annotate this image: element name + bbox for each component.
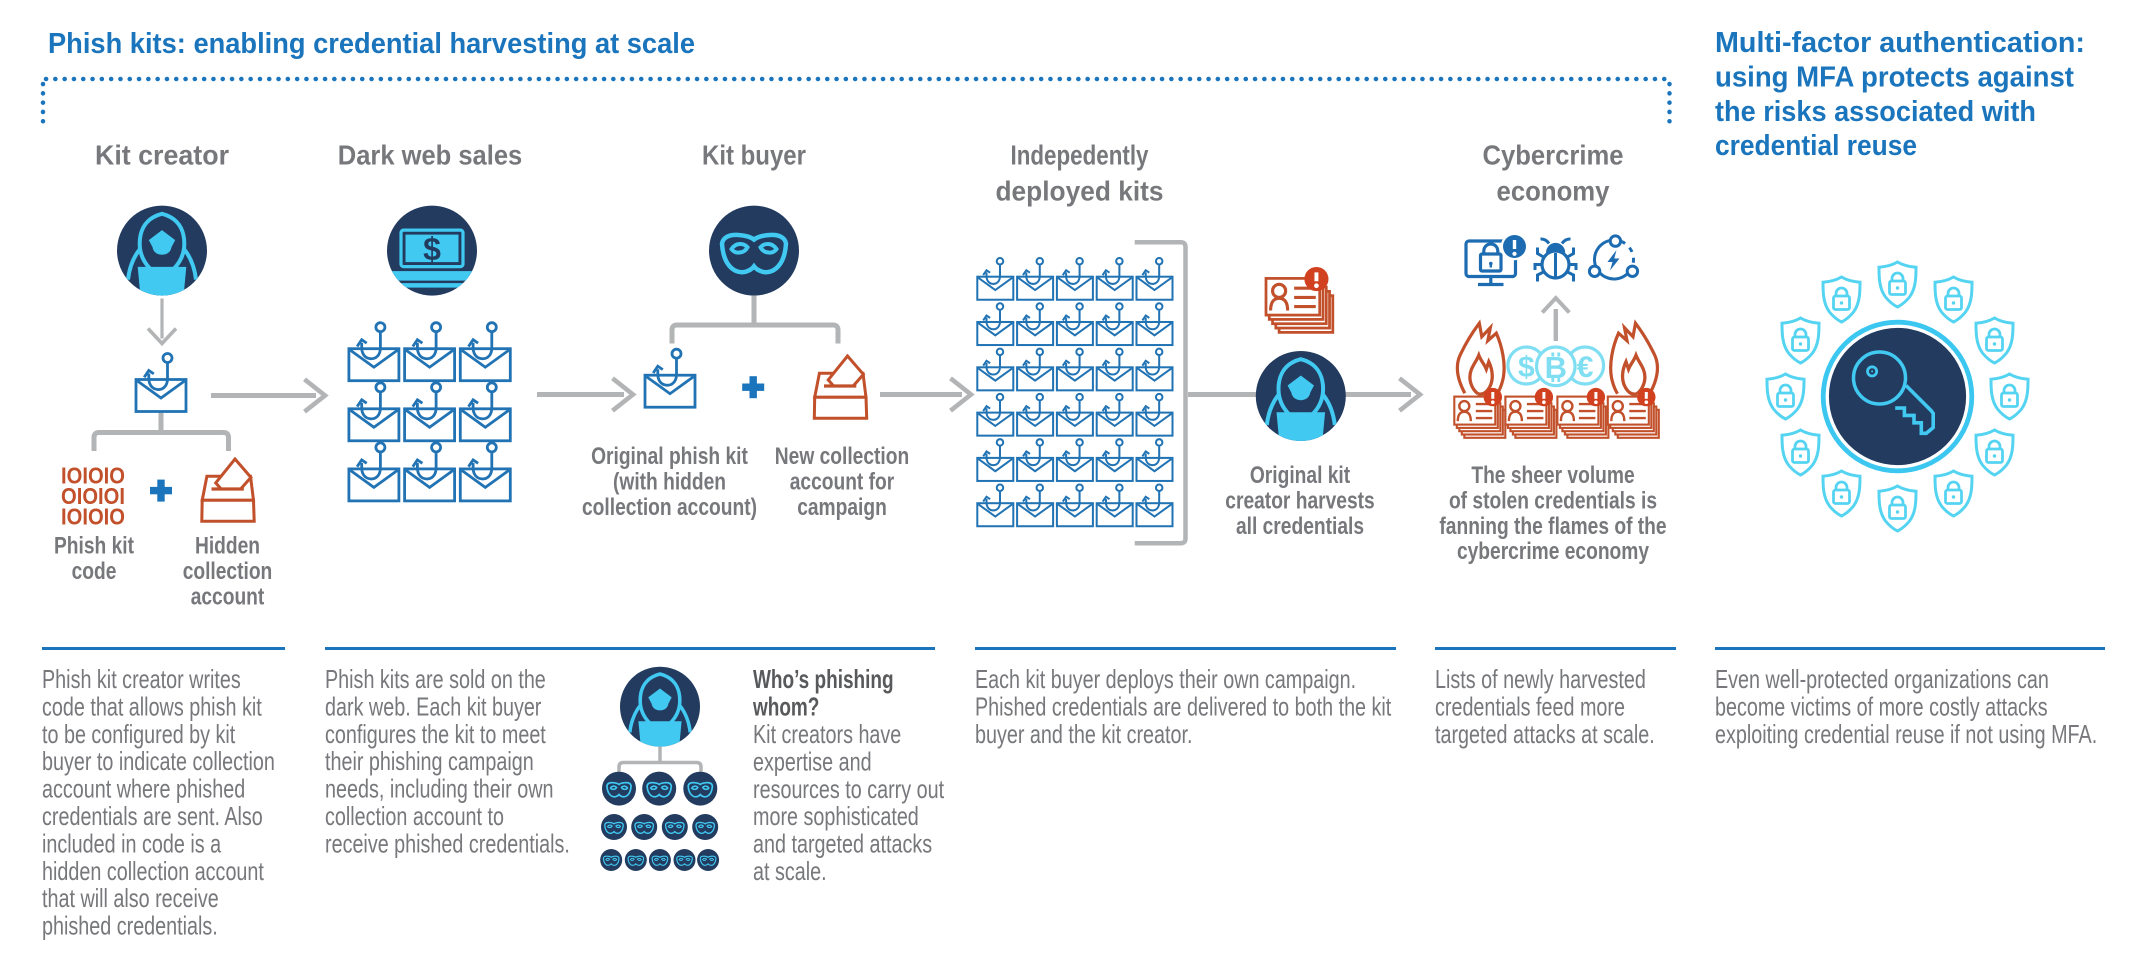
svg-text:included in code is a: included in code is a bbox=[42, 828, 222, 858]
svg-text:credentials are sent. Also: credentials are sent. Also bbox=[42, 801, 263, 831]
svg-text:deployed kits: deployed kits bbox=[996, 176, 1164, 207]
svg-text:code that allows phish kit: code that allows phish kit bbox=[42, 691, 262, 721]
svg-text:collection account to: collection account to bbox=[325, 801, 504, 831]
svg-text:whom?: whom? bbox=[752, 692, 819, 722]
svg-text:targeted attacks at scale.: targeted attacks at scale. bbox=[1435, 719, 1655, 749]
svg-text:Original phish kit: Original phish kit bbox=[591, 443, 748, 470]
svg-text:configures the kit to meet: configures the kit to meet bbox=[325, 719, 546, 749]
svg-text:using MFA protects against: using MFA protects against bbox=[1715, 61, 2074, 93]
svg-text:$: $ bbox=[1518, 351, 1535, 384]
svg-text:become victims of more costly: become victims of more costly attacks bbox=[1715, 691, 2048, 721]
svg-text:account for: account for bbox=[790, 468, 895, 495]
svg-text:Kit buyer: Kit buyer bbox=[702, 140, 806, 171]
svg-text:Cybercrime: Cybercrime bbox=[1483, 140, 1624, 171]
svg-text:credentials feed more: credentials feed more bbox=[1435, 691, 1625, 721]
svg-text:credential reuse: credential reuse bbox=[1715, 130, 1917, 162]
svg-text:Hidden: Hidden bbox=[195, 533, 260, 560]
svg-text:Multi-factor authentication:: Multi-factor authentication: bbox=[1715, 27, 2085, 59]
svg-text:campaign: campaign bbox=[797, 494, 887, 521]
svg-text:expertise and: expertise and bbox=[753, 746, 872, 776]
svg-text:their phishing campaign: their phishing campaign bbox=[325, 746, 534, 776]
svg-text:Phish kit creator writes: Phish kit creator writes bbox=[42, 664, 241, 694]
svg-text:resources to carry out: resources to carry out bbox=[753, 774, 945, 804]
svg-text:Phish kits are sold on the: Phish kits are sold on the bbox=[325, 664, 546, 694]
svg-text:receive phished credentials.: receive phished credentials. bbox=[325, 828, 570, 858]
svg-text:New collection: New collection bbox=[775, 443, 909, 470]
svg-text:Phish kits: enabling credentia: Phish kits: enabling credential harvesti… bbox=[48, 28, 695, 60]
svg-text:IOIOIO: IOIOIO bbox=[61, 463, 125, 489]
svg-text:Indepedently: Indepedently bbox=[1011, 140, 1149, 171]
svg-text:buyer to indicate collection: buyer to indicate collection bbox=[42, 746, 275, 776]
svg-text:$: $ bbox=[423, 231, 441, 267]
svg-text:more sophisticated: more sophisticated bbox=[753, 801, 919, 831]
svg-text:the risks associated with: the risks associated with bbox=[1715, 96, 2036, 128]
svg-text:Phish kit: Phish kit bbox=[54, 533, 134, 560]
svg-text:and targeted attacks: and targeted attacks bbox=[753, 829, 932, 859]
svg-text:(with hidden: (with hidden bbox=[613, 468, 726, 495]
svg-text:dark web. Each kit buyer: dark web. Each kit buyer bbox=[325, 691, 542, 721]
svg-text:collection: collection bbox=[183, 558, 273, 585]
svg-text:Lists of newly harvested: Lists of newly harvested bbox=[1435, 664, 1646, 694]
svg-text:creator harvests: creator harvests bbox=[1225, 487, 1374, 514]
svg-text:cybercrime economy: cybercrime economy bbox=[1457, 538, 1650, 565]
svg-text:code: code bbox=[72, 558, 117, 585]
svg-text:exploiting credential reuse if: exploiting credential reuse if not using… bbox=[1715, 719, 2097, 749]
svg-text:B: B bbox=[1545, 350, 1567, 385]
svg-text:Each kit buyer deploys their o: Each kit buyer deploys their own campaig… bbox=[975, 664, 1356, 694]
svg-text:Even well-protected organizati: Even well-protected organizations can bbox=[1715, 664, 2049, 694]
svg-text:hidden collection account: hidden collection account bbox=[42, 856, 264, 886]
svg-text:The sheer volume: The sheer volume bbox=[1471, 462, 1634, 489]
svg-text:fanning the flames of the: fanning the flames of the bbox=[1439, 513, 1666, 540]
svg-text:Kit creator: Kit creator bbox=[95, 140, 229, 171]
svg-text:account where phished: account where phished bbox=[42, 774, 245, 804]
svg-text:all credentials: all credentials bbox=[1236, 513, 1364, 540]
svg-text:Dark web sales: Dark web sales bbox=[338, 140, 523, 171]
svg-text:OIOIOI: OIOIOI bbox=[61, 483, 125, 509]
svg-text:IOIOIO: IOIOIO bbox=[61, 504, 125, 530]
svg-text:to be configured by kit: to be configured by kit bbox=[42, 719, 236, 749]
svg-text:that will also receive: that will also receive bbox=[42, 883, 219, 913]
svg-text:collection account): collection account) bbox=[582, 494, 757, 521]
svg-text:Original kit: Original kit bbox=[1250, 462, 1350, 489]
svg-text:economy: economy bbox=[1497, 176, 1610, 207]
svg-text:Kit creators have: Kit creators have bbox=[753, 719, 901, 749]
svg-text:account: account bbox=[191, 583, 265, 610]
svg-text:buyer and the kit creator.: buyer and the kit creator. bbox=[975, 719, 1193, 749]
svg-text:of stolen credentials is: of stolen credentials is bbox=[1449, 487, 1657, 514]
svg-text:€: € bbox=[1577, 351, 1594, 384]
svg-text:at scale.: at scale. bbox=[753, 856, 827, 886]
svg-text:needs, including their own: needs, including their own bbox=[325, 774, 554, 804]
svg-text:Who’s phishing: Who’s phishing bbox=[753, 664, 894, 694]
svg-text:Phished credentials are delive: Phished credentials are delivered to bot… bbox=[975, 691, 1392, 721]
svg-text:phished credentials.: phished credentials. bbox=[42, 911, 218, 941]
